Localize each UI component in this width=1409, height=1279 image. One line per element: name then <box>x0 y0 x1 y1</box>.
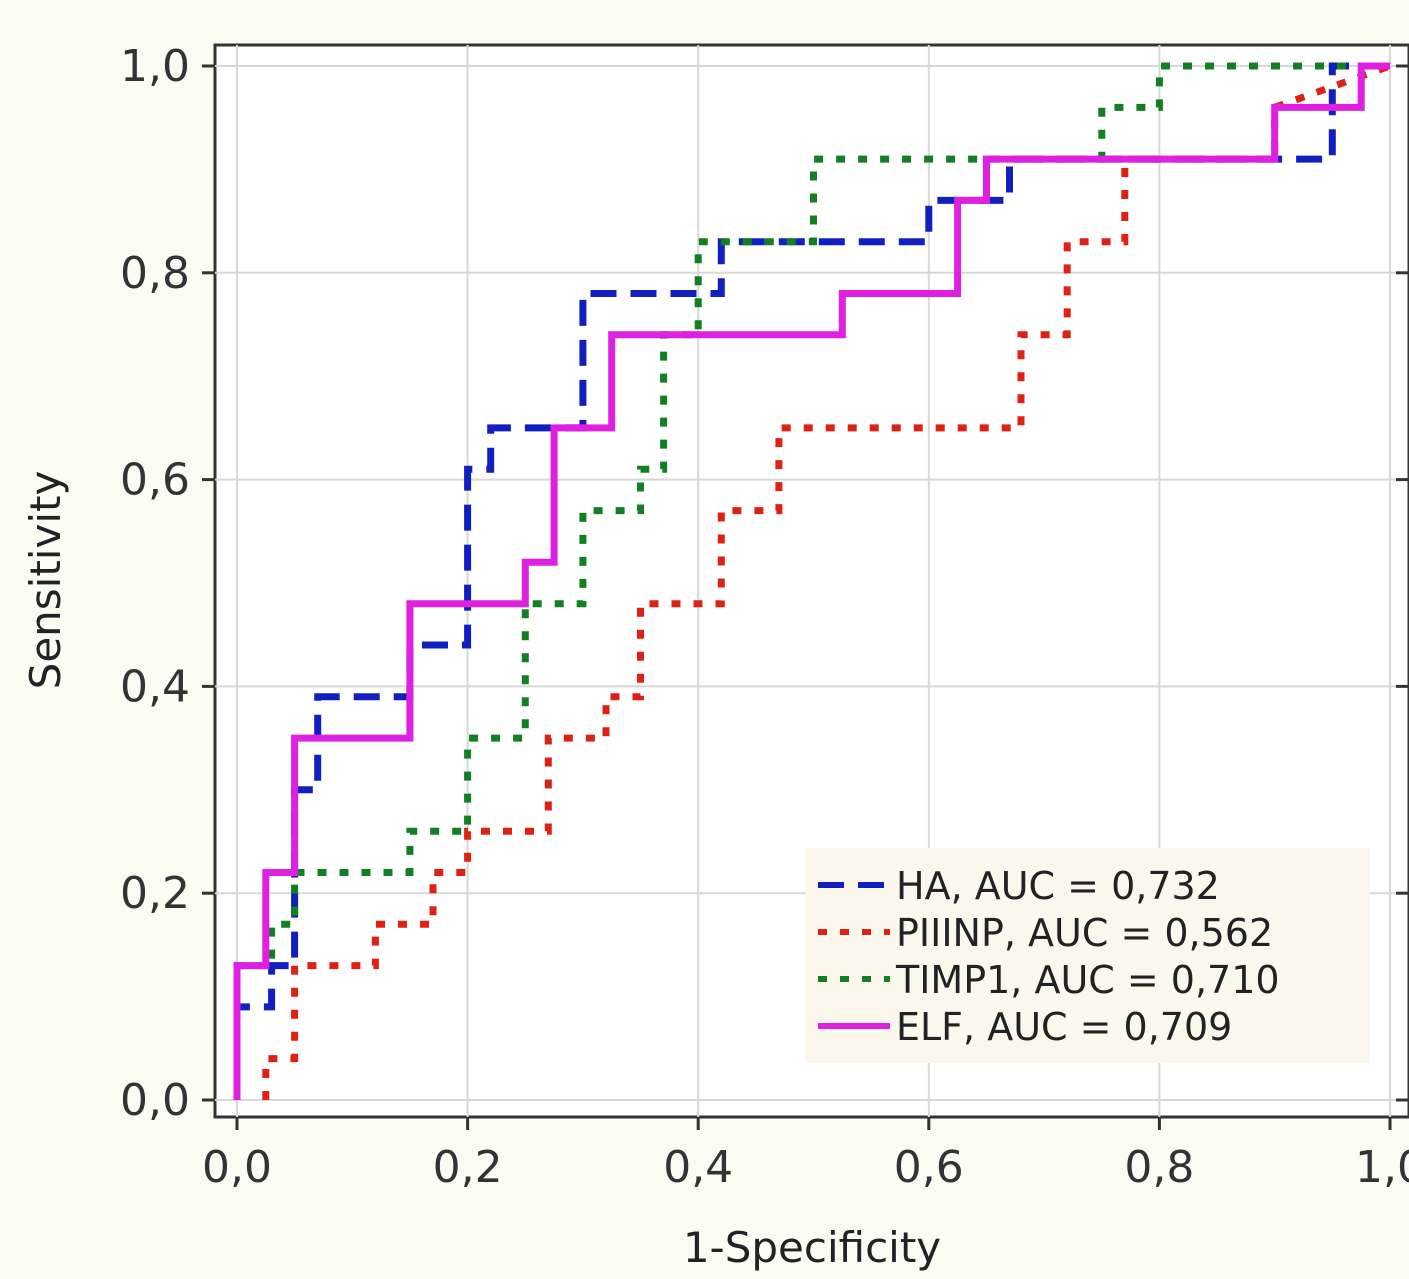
x-tick-label: 1,0 <box>1355 1142 1409 1193</box>
legend-label-2: PIIINP, AUC = 0,562 <box>896 911 1273 955</box>
series-line-3 <box>233 62 1390 1100</box>
axis-ticks: 0,0 0,2 0,4 0,6 0,8 1,0 0,0 0,2 0,4 0,6 0,8 1,0 <box>120 41 1409 1193</box>
x-tick-label: 0,4 <box>663 1142 733 1193</box>
x-axis-title: 1-Specificity <box>683 1223 941 1272</box>
y-axis-title: Sensitivity <box>21 471 70 690</box>
series-lines <box>233 62 1392 1100</box>
x-tick-label: 0,0 <box>202 1142 272 1193</box>
y-tick-label: 0,6 <box>120 455 190 506</box>
y-tick-label: 1,0 <box>120 41 190 92</box>
x-tick-label: 0,2 <box>433 1142 503 1193</box>
series-line-2 <box>262 62 1392 1100</box>
y-tick-label: 0,4 <box>120 661 190 712</box>
series-line-4 <box>233 62 1390 1100</box>
legend-label-1: HA, AUC = 0,732 <box>896 864 1220 908</box>
legend-label-3: TIMP1, AUC = 0,710 <box>895 958 1280 1002</box>
x-tick-label: 0,6 <box>894 1142 964 1193</box>
y-tick-label: 0,8 <box>120 248 190 299</box>
series-line-1 <box>233 62 1390 1100</box>
y-tick-label: 0,2 <box>120 868 190 919</box>
grid-lines <box>215 45 1409 1117</box>
y-tick-label: 0,0 <box>120 1075 190 1126</box>
legend-box <box>805 848 1370 1063</box>
legend-label-4: ELF, AUC = 0,709 <box>896 1005 1232 1049</box>
x-tick-label: 0,8 <box>1124 1142 1194 1193</box>
